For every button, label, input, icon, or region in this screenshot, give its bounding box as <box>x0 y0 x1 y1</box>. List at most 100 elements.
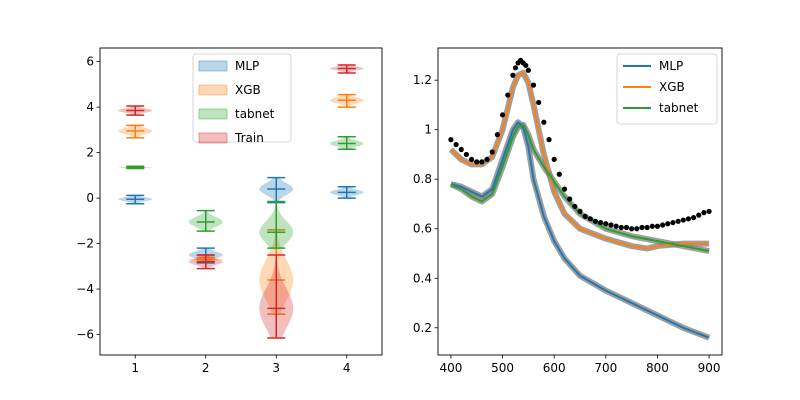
legend-label: XGB <box>659 80 685 94</box>
data-point <box>608 222 614 228</box>
data-point <box>644 224 650 231</box>
y-tick-label: 0.6 <box>413 222 432 236</box>
legend-label: XGB <box>235 83 261 97</box>
data-point <box>499 112 506 118</box>
data-point <box>685 216 692 222</box>
x-tick-label: 900 <box>698 361 721 375</box>
violin-panel: 1 2 3 4 −6 −4 −2 0 2 4 6 MLP XGB tabnet Train <box>76 47 383 375</box>
data-point <box>691 214 697 221</box>
x-tick-label: 700 <box>594 361 617 375</box>
x-tick-label: 1 <box>131 361 139 375</box>
series-line <box>450 121 710 339</box>
legend-label: tabnet <box>659 101 699 115</box>
data-point <box>479 159 485 165</box>
line-axes-frame <box>437 47 723 356</box>
x-tick-label: 2 <box>202 361 210 375</box>
data-point <box>629 226 635 232</box>
legend-label: MLP <box>235 59 259 73</box>
data-point <box>489 149 495 155</box>
line-ticks: 400 500 600 700 800 900 0.2 0.4 0.6 0.8 1 1.2 <box>413 73 721 375</box>
data-point <box>582 213 588 219</box>
y-tick-label: 0.2 <box>413 321 432 335</box>
data-point <box>598 219 604 226</box>
y-tick-label: −2 <box>76 237 94 251</box>
legend-swatch <box>198 84 228 96</box>
line-legend: MLP XGB tabnet <box>616 53 718 125</box>
x-tick-label: 4 <box>343 361 351 375</box>
data-point <box>523 62 529 68</box>
data-point <box>618 224 624 231</box>
data-point <box>546 137 552 143</box>
data-point <box>448 137 454 143</box>
data-point <box>706 208 712 215</box>
data-point <box>494 132 500 138</box>
legend-frame <box>616 53 718 125</box>
data-point <box>577 208 583 215</box>
legend-swatch <box>198 60 228 72</box>
data-point <box>696 212 702 218</box>
legend-swatch <box>198 132 228 144</box>
line-panel: 400 500 600 700 800 900 0.2 0.4 0.6 0.8 1 1.2 MLP XG… <box>413 47 723 375</box>
y-tick-label: 1 <box>424 123 432 137</box>
data-point <box>463 151 469 158</box>
data-point <box>512 65 519 71</box>
data-point <box>660 222 666 228</box>
data-point <box>551 156 557 163</box>
violin-legend: MLP XGB tabnet Train <box>192 53 292 145</box>
y-tick-label: 0.4 <box>413 271 432 285</box>
series-line <box>450 123 710 253</box>
data-point <box>536 99 542 106</box>
data-point <box>649 223 655 229</box>
x-tick-label: 400 <box>439 361 462 375</box>
data-point <box>484 156 490 163</box>
legend-frame <box>192 53 292 143</box>
violin-plot-layer <box>118 64 364 339</box>
legend-swatch <box>198 108 228 120</box>
legend-label: Train <box>234 131 264 145</box>
data-point <box>530 82 537 88</box>
data-point <box>572 203 578 210</box>
data-point <box>567 196 573 202</box>
data-point <box>665 221 671 227</box>
data-point <box>474 159 480 165</box>
series-line <box>450 71 710 250</box>
data-point <box>453 141 459 148</box>
data-point <box>634 226 640 232</box>
y-tick-label: −6 <box>76 328 94 342</box>
data-point <box>468 156 475 163</box>
data-point <box>561 186 568 192</box>
y-tick-label: 6 <box>86 55 94 69</box>
y-tick-label: 4 <box>86 100 94 114</box>
x-tick-label: 800 <box>646 361 669 375</box>
data-point <box>701 210 707 216</box>
y-tick-label: 0.8 <box>413 172 432 186</box>
x-tick-label: 600 <box>543 361 566 375</box>
data-point <box>525 67 531 73</box>
data-point <box>639 224 645 231</box>
data-point <box>592 218 599 224</box>
data-point <box>654 223 661 229</box>
data-point <box>675 218 681 224</box>
data-point <box>623 224 630 231</box>
data-point <box>680 217 686 223</box>
data-point <box>603 221 609 227</box>
y-tick-label: 2 <box>86 146 94 160</box>
legend-label: MLP <box>659 59 683 73</box>
data-point <box>556 171 562 177</box>
y-tick-label: 1.2 <box>413 73 432 87</box>
violin-ticks: 1 2 3 4 −6 −4 −2 0 2 4 6 <box>76 55 350 375</box>
data-point <box>505 92 511 98</box>
data-point <box>670 219 676 226</box>
data-point <box>510 72 516 78</box>
x-tick-label: 3 <box>272 361 280 375</box>
data-point <box>613 223 619 229</box>
data-point <box>587 216 593 222</box>
y-tick-label: −4 <box>76 282 94 296</box>
legend-label: tabnet <box>235 107 275 121</box>
data-point <box>458 146 464 153</box>
data-point <box>541 119 547 125</box>
y-tick-label: 0 <box>86 191 94 205</box>
x-tick-label: 500 <box>491 361 514 375</box>
violin-axes-frame <box>99 47 383 356</box>
